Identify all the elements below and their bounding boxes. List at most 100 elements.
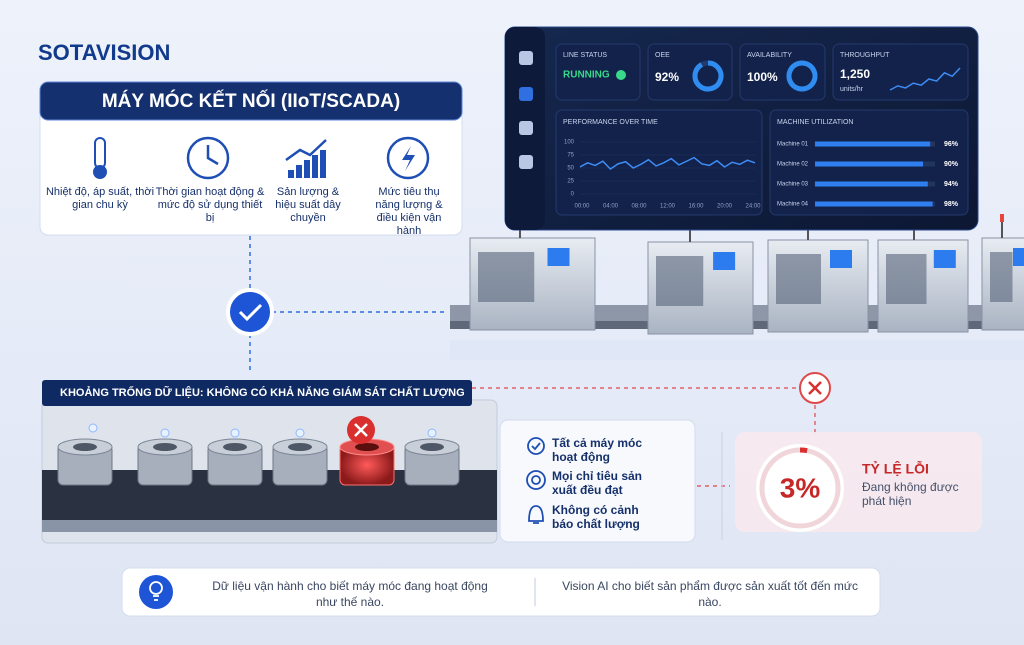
floor-glow	[450, 340, 1024, 360]
x-tick-label: 04:00	[603, 204, 619, 210]
nav-icon[interactable]	[519, 155, 533, 169]
sensor-light	[295, 428, 305, 438]
card-label: 92%	[655, 70, 679, 84]
card-label: 100%	[747, 70, 778, 84]
machine-screen	[830, 250, 852, 268]
category-label: Machine 02	[777, 162, 809, 168]
nav-icon[interactable]	[519, 51, 533, 65]
icon	[206, 145, 219, 166]
check-label: Mọi chỉ tiêu sản xuất đều đạt	[552, 469, 643, 497]
footer-text: Vision AI cho biết sản phẩm được sản xuấ…	[562, 579, 858, 609]
value-label: 98%	[944, 201, 959, 208]
part-hole	[355, 443, 379, 451]
value-label: 90%	[944, 161, 959, 168]
card	[647, 43, 733, 101]
card-label: LINE STATUS	[563, 52, 607, 59]
target-icon	[531, 475, 541, 485]
checklist-panel	[499, 419, 696, 543]
icon	[288, 170, 294, 178]
part-hole	[420, 443, 444, 451]
bar	[815, 141, 931, 147]
throughput-sparkline	[889, 67, 961, 91]
machine-window	[656, 256, 704, 306]
defect-ring	[799, 447, 808, 454]
signal-light	[1000, 214, 1004, 222]
category-label: Machine 04	[777, 202, 809, 208]
sensor-light	[88, 423, 98, 433]
card	[832, 43, 969, 101]
x-tick-label: 00:00	[574, 204, 590, 210]
y-tick-label: 100	[564, 140, 575, 146]
defect-ring-bg	[756, 444, 844, 532]
value-label: 96%	[944, 141, 959, 148]
y-tick-label: 75	[567, 153, 574, 159]
sensor-light	[427, 428, 437, 438]
part-hole	[153, 443, 177, 451]
belt-edge	[42, 520, 497, 532]
x-tick-label: 08:00	[631, 204, 647, 210]
defect-title: TỶ LỆ LỖI	[862, 460, 929, 477]
y-tick-label: 0	[571, 192, 575, 198]
icon	[296, 165, 302, 178]
y-tick-label: 50	[567, 166, 574, 172]
footer-text: Dữ liệu vận hành cho biết máy móc đang h…	[212, 579, 488, 609]
bar	[815, 201, 933, 207]
nav-icon[interactable]	[519, 87, 533, 101]
sensor-light	[160, 428, 170, 438]
item-label: Mức tiêu thụ năng lượng & điều kiện vận …	[375, 186, 443, 237]
machine-window	[478, 252, 535, 302]
card-label: THROUGHPUT	[840, 52, 890, 59]
card	[555, 109, 763, 216]
check-label: Tất cả máy móc hoạt động	[552, 436, 643, 464]
icon	[93, 165, 107, 179]
item-label: Thời gian hoạt động & mức độ sử dụng thi…	[155, 186, 265, 224]
defect-value: 3%	[780, 472, 821, 503]
category-label: Machine 03	[777, 182, 809, 188]
performance-line	[579, 156, 756, 171]
gap-title: KHOẢNG TRỐNG DỮ LIỆU: KHÔNG CÓ KHẢ NĂNG …	[60, 385, 465, 399]
bell-icon	[528, 505, 544, 524]
card-label: OEE	[655, 52, 670, 59]
card-label: MACHINE UTILIZATION	[777, 119, 853, 126]
bar	[815, 161, 923, 167]
x-tick-label: 12:00	[660, 204, 676, 210]
icon	[186, 136, 230, 180]
x-tick-label: 24:00	[745, 204, 761, 210]
gap-title-box	[42, 380, 472, 406]
part-hole	[223, 443, 247, 451]
card-label: RUNNING	[563, 70, 610, 81]
check-badge	[226, 288, 274, 336]
icon	[320, 150, 326, 178]
x-icon	[808, 381, 822, 395]
machine-screen	[713, 252, 736, 270]
value-label: 94%	[944, 181, 959, 188]
icon	[285, 139, 327, 162]
x-tick-label: 16:00	[688, 204, 704, 210]
panel-title: MÁY MÓC KẾT NỐI (IIoT/SCADA)	[102, 90, 400, 112]
bulb-icon	[153, 595, 159, 601]
bulb-badge	[139, 575, 173, 609]
status-dot	[616, 70, 626, 80]
y-tick-label: 25	[567, 179, 574, 185]
check-icon	[238, 303, 263, 322]
defect-subtitle: Đang không được phát hiện	[862, 480, 959, 508]
item-label: Sản lượng & hiệu suất dây chuyền	[275, 186, 341, 224]
icon	[304, 160, 310, 178]
part-hole	[73, 443, 97, 451]
nav-icon[interactable]	[519, 121, 533, 135]
machine-screen	[547, 248, 570, 266]
bar	[815, 181, 928, 187]
title-box	[39, 81, 463, 121]
card-label: PERFORMANCE OVER TIME	[563, 119, 658, 126]
footer-bar	[121, 567, 881, 617]
icon	[312, 155, 318, 178]
logo: SOTAVISION	[38, 40, 170, 65]
card	[555, 43, 641, 101]
check-label: Không có cảnh báo chất lượng	[552, 503, 640, 531]
bulb-icon	[149, 581, 163, 595]
check-icon	[531, 442, 541, 451]
card	[739, 43, 826, 101]
target-icon	[526, 470, 546, 490]
